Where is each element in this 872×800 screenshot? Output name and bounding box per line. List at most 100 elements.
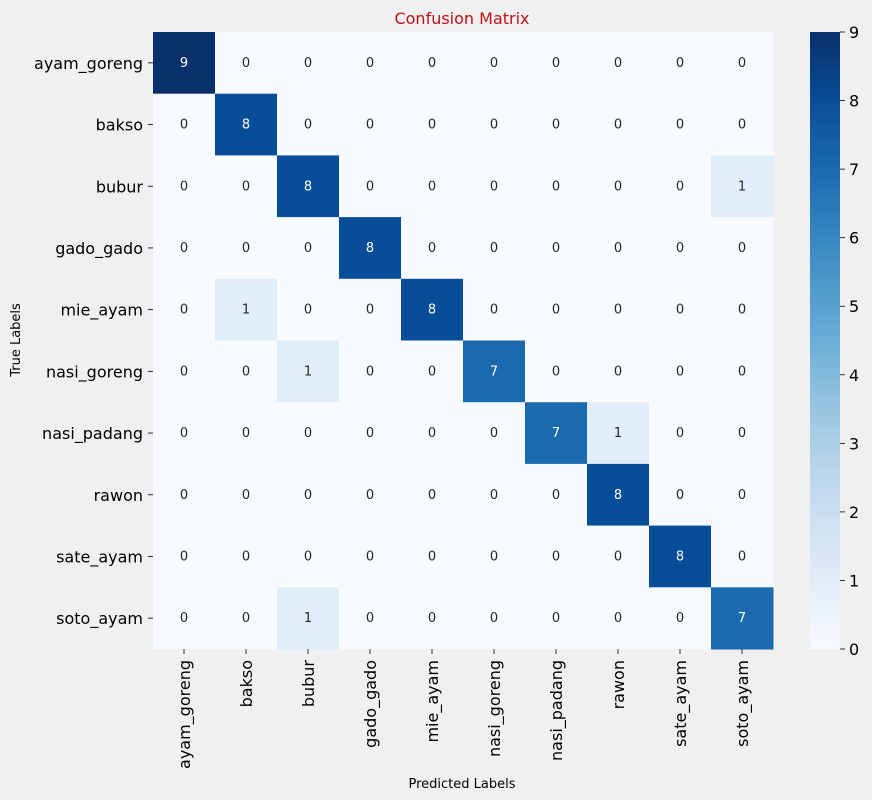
cell-value-label: 0 <box>614 118 622 133</box>
colorbar-tick-label: 0 <box>849 640 859 659</box>
y-tick-label: nasi_goreng <box>46 362 143 382</box>
cell-value-label: 1 <box>614 426 622 441</box>
cell-value-label: 0 <box>738 488 746 503</box>
heatmap-cell <box>339 217 402 280</box>
heatmap-cell <box>463 340 526 403</box>
cell-value-label: 8 <box>366 241 374 256</box>
heatmap-cell <box>401 587 464 650</box>
cell-value-label: 0 <box>552 611 560 626</box>
cell-value-label: 0 <box>676 364 684 379</box>
y-tick-label: gado_gado <box>55 239 143 259</box>
heatmap-cell <box>649 155 712 218</box>
heatmap-cell <box>277 340 340 403</box>
cell-value-label: 0 <box>552 241 560 256</box>
cell-value-label: 0 <box>738 241 746 256</box>
heatmap-cell <box>339 340 402 403</box>
heatmap-cell <box>463 587 526 650</box>
heatmap-cell <box>649 525 712 588</box>
cell-value-label: 0 <box>180 118 188 133</box>
cell-value-label: 0 <box>738 56 746 71</box>
heatmap-cell <box>153 93 216 156</box>
cell-value-label: 0 <box>738 364 746 379</box>
cell-value-label: 1 <box>738 179 746 194</box>
heatmap-cell <box>525 402 588 465</box>
heatmap-cell <box>525 32 588 95</box>
heatmap-cell <box>401 93 464 156</box>
cell-value-label: 0 <box>180 549 188 564</box>
colorbar-tick-label: 2 <box>849 503 859 522</box>
cell-value-label: 1 <box>242 303 250 318</box>
heatmap-cell <box>463 463 526 527</box>
heatmap-cell <box>153 463 216 527</box>
cell-value-label: 0 <box>552 179 560 194</box>
heatmap-cell <box>587 587 650 650</box>
x-tick-label: nasi_goreng <box>485 660 505 757</box>
heatmap-cell <box>587 340 650 403</box>
heatmap-cell <box>587 93 650 156</box>
heatmap-cell <box>215 32 278 95</box>
cell-value-label: 0 <box>428 118 436 133</box>
cell-value-label: 7 <box>552 426 560 441</box>
heatmap-cell <box>277 402 340 465</box>
cell-value-label: 1 <box>304 611 312 626</box>
cell-value-label: 0 <box>738 426 746 441</box>
cell-value-label: 0 <box>552 56 560 71</box>
heatmap-cell <box>525 93 588 156</box>
x-tick-label: sate_ayam <box>671 660 691 747</box>
heatmap-cell <box>525 217 588 280</box>
colorbar <box>810 32 840 649</box>
cell-value-label: 0 <box>180 611 188 626</box>
colorbar-ticks: 0 1 2 3 4 5 6 7 8 9 <box>840 23 859 659</box>
cell-value-label: 0 <box>242 426 250 441</box>
y-axis-label: True Labels <box>9 303 24 378</box>
heatmap-cell <box>711 93 774 156</box>
heatmap-cell <box>215 402 278 465</box>
cell-value-label: 0 <box>304 488 312 503</box>
heatmap-cell <box>401 525 464 588</box>
cell-value-label: 0 <box>304 426 312 441</box>
cell-value-label: 0 <box>614 549 622 564</box>
cell-value-label: 0 <box>428 56 436 71</box>
heatmap-cell <box>587 32 650 95</box>
heatmap-cell <box>711 525 774 588</box>
cell-value-label: 0 <box>428 179 436 194</box>
heatmap-cell <box>215 93 278 156</box>
heatmap-cell <box>711 278 774 341</box>
heatmap-cell <box>587 278 650 341</box>
heatmap-cell <box>277 463 340 527</box>
cell-value-label: 0 <box>490 303 498 318</box>
heatmap-cell <box>525 278 588 341</box>
heatmap-cell <box>277 278 340 341</box>
cell-value-label: 0 <box>304 549 312 564</box>
heatmap-cell <box>463 217 526 280</box>
heatmap-cell <box>215 463 278 527</box>
heatmap-cell <box>215 217 278 280</box>
cell-value-label: 8 <box>614 488 622 503</box>
colorbar-tick-label: 9 <box>849 23 859 42</box>
cell-value-label: 0 <box>366 611 374 626</box>
heatmap-cell <box>277 155 340 218</box>
colorbar-tick-label: 6 <box>849 229 859 248</box>
heatmap-cell <box>463 155 526 218</box>
x-tick-label: bakso <box>237 660 256 707</box>
cell-value-label: 8 <box>242 118 250 133</box>
colorbar-tick-label: 8 <box>849 92 859 111</box>
heatmap-cell <box>401 278 464 341</box>
cell-value-label: 0 <box>614 303 622 318</box>
heatmap-cell <box>339 463 402 527</box>
cell-value-label: 0 <box>366 179 374 194</box>
heatmap-cell <box>649 93 712 156</box>
heatmap-cell <box>649 587 712 650</box>
heatmap-cell <box>525 587 588 650</box>
cell-value-label: 0 <box>676 488 684 503</box>
heatmap-cell <box>649 32 712 95</box>
cell-value-label: 0 <box>552 549 560 564</box>
cell-value-label: 0 <box>552 488 560 503</box>
cell-value-label: 0 <box>304 56 312 71</box>
cell-value-label: 0 <box>242 364 250 379</box>
heatmap-cell <box>649 402 712 465</box>
cell-value-label: 9 <box>180 56 188 71</box>
heatmap-cell <box>649 278 712 341</box>
x-tick-label: bubur <box>299 660 318 708</box>
heatmap-cell <box>525 340 588 403</box>
